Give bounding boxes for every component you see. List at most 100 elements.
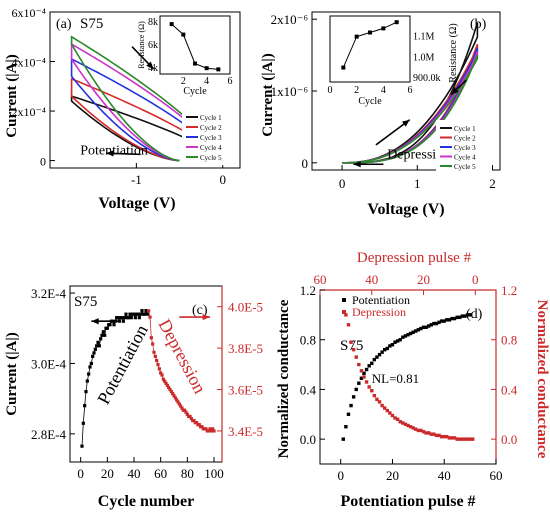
panel-d-point — [367, 385, 371, 389]
panel-a-legend-entry: Cycle 2 — [200, 124, 222, 132]
panel-b-inset-ytick-label: 1.1M — [413, 32, 435, 43]
panel-c-point — [80, 444, 84, 448]
panel-d-point — [445, 434, 449, 439]
panel-a-potentiation-arrow-head — [106, 150, 114, 157]
panel-c-point — [83, 404, 87, 408]
panel-a-inset-point — [216, 67, 221, 72]
panel-d-point — [370, 361, 374, 366]
panel-c-point — [132, 312, 136, 316]
panel-d-point — [429, 323, 433, 327]
panel-d-x2tick-label: 60 — [314, 272, 327, 287]
panel-d-ytick-label: 0.4 — [300, 382, 317, 397]
panel-d-point — [380, 403, 384, 408]
panel-c-left-arrow-head — [91, 318, 99, 325]
panel-c-point — [120, 316, 124, 320]
panel-d-point — [377, 400, 382, 404]
panel-d-point — [380, 350, 384, 354]
panel-d-point — [458, 437, 462, 441]
panel-d-point — [385, 346, 389, 351]
panel-c-point — [137, 316, 141, 320]
panel-d-xtick-label: 20 — [386, 468, 399, 483]
panel-c-point — [105, 326, 109, 330]
panel-c-point — [153, 354, 157, 358]
panel-b-legend-entry: Cycle 5 — [454, 163, 476, 171]
panel-c-point — [195, 421, 199, 425]
panel-c-point — [81, 421, 85, 425]
panel-c-point — [208, 427, 212, 431]
panel-a-inset-point — [181, 32, 186, 37]
panel-a-xtick-label: -1 — [131, 172, 142, 187]
panel-b-inset-point — [394, 20, 399, 25]
panel-b-legend-entry: Cycle 1 — [454, 125, 476, 133]
panel-c-point — [183, 408, 187, 412]
panel-a-ytick-label: 6x10⁻⁴ — [11, 6, 46, 20]
panel-d-point — [429, 432, 433, 436]
panel-c-point — [116, 316, 120, 320]
panel-d-point — [411, 426, 415, 430]
panel-b-ytick-label: 0 — [302, 156, 309, 171]
panel-d-point — [359, 369, 364, 373]
panel-d-point — [460, 314, 465, 318]
panel-c-point — [101, 330, 105, 334]
panel-c-xtick-label: 100 — [204, 466, 224, 481]
panel-d-point — [354, 387, 358, 392]
panel-a-inset-xtick-label: 6 — [228, 76, 233, 87]
panel-d-point — [383, 406, 387, 410]
panel-d-point — [349, 403, 353, 408]
panel-d-point — [377, 352, 382, 357]
panel-d-point — [393, 340, 397, 344]
panel-b-legend-entry: Cycle 3 — [454, 144, 476, 152]
panel-b-inset-xtick-label: 0 — [328, 85, 333, 96]
panel-d-point — [362, 375, 366, 379]
panel-d-point — [455, 315, 459, 320]
panel-c-point — [169, 390, 173, 394]
panel-d-point — [398, 420, 402, 424]
panel-c-point — [100, 333, 104, 337]
panel-d-point — [375, 355, 379, 359]
panel-c-point — [147, 309, 151, 313]
panel-c-point — [92, 351, 96, 355]
panel-c-point — [160, 373, 164, 377]
panel-d-point — [344, 313, 348, 317]
panel-d-point — [447, 436, 452, 440]
panel-a-ylabel: Current (|A|) — [4, 54, 20, 137]
panel-d-point — [395, 417, 400, 421]
panel-b-down-arrow-head — [451, 87, 459, 95]
panel-d-point — [434, 433, 439, 438]
panel-a-inset-point — [204, 66, 209, 71]
panel-d-sample-label: S75 — [340, 338, 363, 354]
panel-d-legend-entry: Potentiation — [352, 293, 410, 307]
panel-d-x2tick-label: 40 — [365, 272, 378, 287]
panel-d-point — [452, 436, 457, 440]
panel-b-depression-arrow-head — [353, 161, 361, 168]
panel-d-point — [463, 314, 467, 318]
panel-d-point — [354, 355, 358, 359]
panel-b-legend-entry: Cycle 2 — [454, 135, 476, 143]
panel-a-legend-entry: Cycle 5 — [200, 154, 222, 162]
panel-a-inset-ytick-label: 6k — [148, 40, 158, 51]
panel-d-point — [447, 318, 452, 322]
panel-c-point — [149, 336, 153, 340]
panel-d-point — [383, 347, 387, 352]
panel-c-point — [91, 354, 95, 358]
panel-c-point — [168, 387, 172, 392]
panel-d-point — [341, 437, 345, 441]
panel-b-inset-point — [368, 30, 372, 35]
panel-c-point — [164, 381, 168, 385]
panel-a-inset-xlabel: Cycle — [183, 86, 207, 97]
panel-c-point — [185, 412, 189, 416]
panel-d-point — [346, 412, 351, 416]
panel-c-point — [139, 312, 143, 316]
panel-d-point — [463, 437, 467, 441]
panel-c-point — [157, 367, 161, 371]
panel-b-ytick-label: 1x10⁻⁶ — [271, 84, 308, 99]
panel-b-xlabel: Voltage (V) — [367, 201, 444, 218]
panel-b-inset-point — [354, 34, 359, 39]
panel-a-inset-point — [193, 61, 197, 66]
panel-d-point — [395, 339, 400, 343]
panel-d-point — [424, 431, 428, 435]
panel-c-point — [159, 371, 163, 375]
panel-d-point — [406, 423, 410, 428]
panel-d-point — [432, 432, 436, 436]
